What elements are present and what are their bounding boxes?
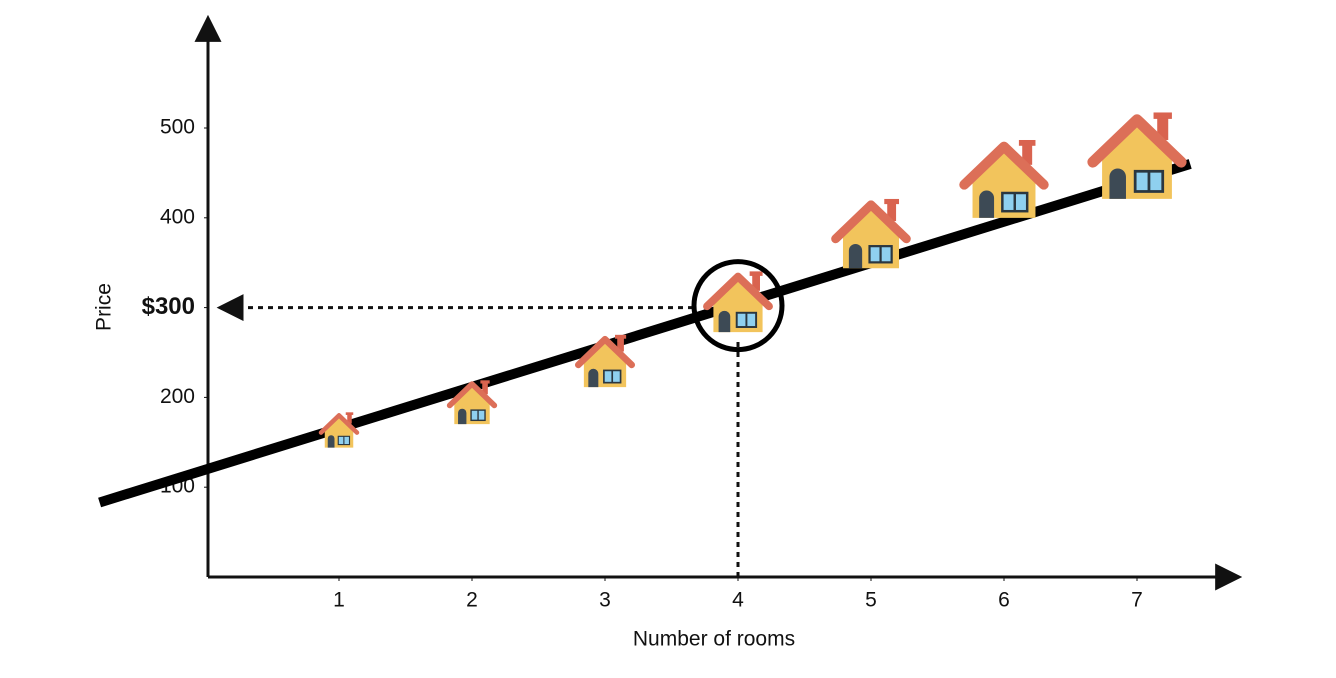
door — [327, 435, 335, 448]
chimney-cap — [1018, 139, 1036, 146]
chimney — [887, 201, 897, 222]
x-tick-label: 3 — [599, 589, 611, 612]
x-tick-label: 6 — [998, 589, 1010, 612]
roof — [1087, 114, 1187, 168]
house-point — [831, 198, 911, 269]
door — [979, 190, 995, 218]
chimney-cap — [615, 334, 627, 339]
y-tick-label: 400 — [160, 205, 195, 228]
y-tick-label: 200 — [160, 385, 195, 408]
chimney-cap — [345, 412, 354, 415]
chimney-cap — [884, 198, 900, 205]
x-tick-label: 4 — [732, 589, 744, 612]
roof — [574, 335, 636, 369]
x-axis-title: Number of rooms — [633, 628, 795, 651]
door — [718, 310, 731, 333]
house-point — [574, 334, 636, 388]
chimney — [1157, 116, 1169, 141]
chimney-cap — [749, 271, 763, 276]
house-point — [1087, 112, 1187, 199]
chimney — [617, 337, 624, 352]
highlight-circle — [691, 259, 785, 353]
chimney — [752, 273, 760, 291]
roof — [959, 141, 1049, 190]
roof — [703, 272, 773, 311]
roof — [446, 381, 498, 409]
x-tick-label: 2 — [466, 589, 478, 612]
chimney — [1022, 143, 1033, 165]
door — [1109, 168, 1126, 199]
roof — [318, 413, 360, 435]
chimney-cap — [480, 380, 490, 384]
y-axis-title: Price — [93, 283, 116, 331]
door — [458, 408, 467, 425]
house-point — [318, 412, 360, 448]
chimney — [347, 413, 352, 424]
roof — [831, 200, 911, 244]
y-tick-label: 500 — [160, 116, 195, 139]
chimney-cap — [1153, 112, 1172, 119]
x-tick-label: 5 — [865, 589, 877, 612]
trend-line — [98, 159, 1192, 508]
door — [588, 368, 599, 388]
chimney — [482, 382, 488, 395]
y-tick-label: $300 — [142, 293, 195, 320]
x-tick-label: 1 — [333, 589, 345, 612]
x-tick-label: 7 — [1131, 589, 1143, 612]
house-point — [446, 380, 498, 425]
house-point — [703, 271, 773, 333]
house-point — [959, 139, 1049, 218]
door — [848, 243, 863, 269]
